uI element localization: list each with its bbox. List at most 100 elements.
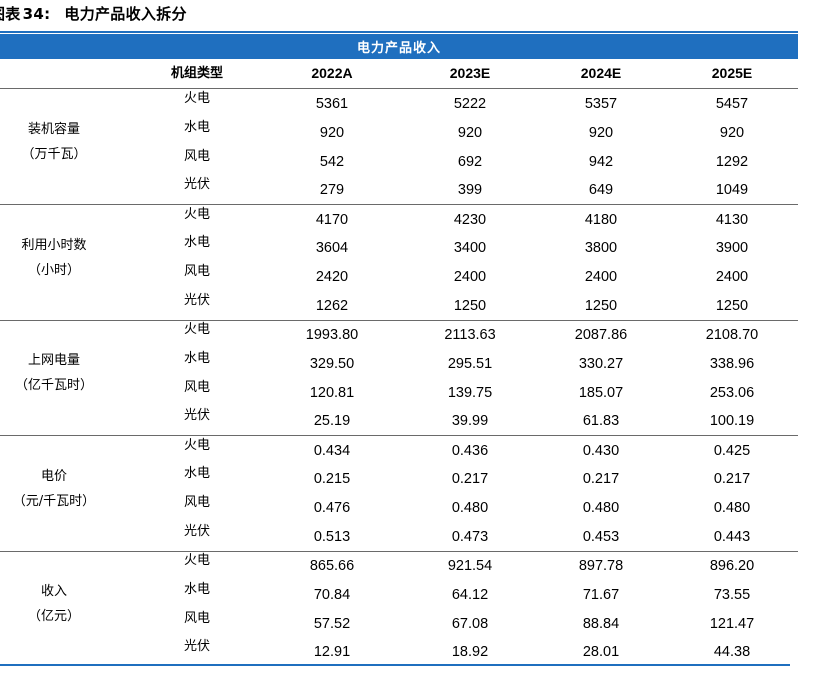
value-cell: 3400 <box>453 240 487 257</box>
table-row: 光伏 1262 1250 1250 1250 <box>0 291 798 320</box>
value-cell: 942 <box>588 153 614 170</box>
table-row: 火电 4170 4230 4180 4130 <box>0 205 798 234</box>
unit-type-cell: 光伏 <box>183 177 210 193</box>
value-cell: 0.453 <box>582 528 620 545</box>
value-cell: 57.52 <box>313 615 351 632</box>
value-cell: 61.83 <box>582 413 620 430</box>
table-group: 收入 （亿元） 火电 865.66 921.54 897.78 896.20 水电 70.84 6… <box>0 551 798 666</box>
value-cell: 4130 <box>715 211 749 228</box>
table-group: 电价 （元/千瓦时） 火电 0.434 0.436 0.430 0.425 水电 0.215 0.… <box>0 436 798 551</box>
value-cell: 0.480 <box>451 500 489 516</box>
value-cell: 1049 <box>715 182 749 199</box>
value-cell: 71.67 <box>582 586 620 603</box>
value-cell: 28.01 <box>582 644 620 661</box>
value-cell: 896.20 <box>709 558 755 574</box>
bottom-rule <box>0 664 790 666</box>
value-cell: 185.07 <box>578 384 624 401</box>
value-cell: 120.81 <box>309 384 355 401</box>
unit-type-cell: 风电 <box>183 148 210 164</box>
group-label-line1: 电价 <box>40 468 67 484</box>
value-cell: 18.92 <box>451 644 489 661</box>
table-row: 火电 1993.80 2113.63 2087.86 2108.70 <box>0 320 798 349</box>
table-group: 利用小时数 （小时） 火电 4170 4230 4180 4130 水电 3604 3400 380… <box>0 205 798 320</box>
group-label-line1: 收入 <box>40 584 67 599</box>
group-label: 利用小时数 （小时） <box>0 233 108 283</box>
value-cell: 4170 <box>315 211 349 228</box>
header-divider <box>0 88 798 89</box>
group-divider <box>0 550 798 552</box>
header-year-2024: 2024E <box>580 65 622 81</box>
group-label-line2: （小时） <box>27 262 80 278</box>
group-label-line2: （亿千瓦时） <box>14 378 93 393</box>
unit-type-cell: 水电 <box>183 581 210 597</box>
group-divider <box>0 435 798 436</box>
value-cell: 0.513 <box>313 528 351 545</box>
value-cell: 0.217 <box>582 471 620 488</box>
group-label-line2: （亿元） <box>27 609 80 624</box>
value-cell: 920 <box>457 124 483 141</box>
value-cell: 3604 <box>315 240 349 257</box>
value-cell: 0.480 <box>713 500 751 516</box>
value-cell: 692 <box>457 153 483 170</box>
header-type: 机组类型 <box>170 66 223 81</box>
group-label: 装机容量 （万千瓦） <box>0 117 108 167</box>
top-rule <box>0 31 798 33</box>
value-cell: 12.91 <box>313 644 351 661</box>
unit-type-cell: 水电 <box>183 235 210 251</box>
value-cell: 2400 <box>715 269 749 285</box>
unit-type-cell: 火电 <box>183 437 210 453</box>
unit-type-cell: 水电 <box>183 466 210 482</box>
table-row: 光伏 25.19 39.99 61.83 100.19 <box>0 406 798 435</box>
unit-type-cell: 火电 <box>183 91 210 106</box>
unit-type-cell: 水电 <box>183 350 210 366</box>
figure-label: 图表 <box>0 5 21 23</box>
unit-type-cell: 火电 <box>183 553 210 568</box>
value-cell: 39.99 <box>451 413 489 430</box>
value-cell: 2108.70 <box>705 327 759 343</box>
figure-title-text: 电力产品收入拆分 <box>64 5 187 23</box>
table-row: 水电 70.84 64.12 71.67 73.55 <box>0 580 798 609</box>
value-cell: 64.12 <box>451 586 489 603</box>
header-year-2023: 2023E <box>449 65 491 81</box>
group-divider <box>0 319 798 321</box>
value-cell: 897.78 <box>578 558 624 574</box>
unit-type-cell: 光伏 <box>183 639 210 655</box>
unit-type-cell: 火电 <box>183 322 210 337</box>
value-cell: 2420 <box>315 269 349 285</box>
value-cell: 67.08 <box>451 615 489 632</box>
table-row: 水电 329.50 295.51 330.27 338.96 <box>0 349 798 378</box>
unit-type-cell: 风电 <box>183 379 210 395</box>
value-cell: 44.38 <box>713 644 751 661</box>
value-cell: 2087.86 <box>574 327 628 343</box>
table-row: 水电 3604 3400 3800 3900 <box>0 233 798 262</box>
value-cell: 4180 <box>584 211 618 228</box>
value-cell: 399 <box>457 182 483 199</box>
table-row: 风电 120.81 139.75 185.07 253.06 <box>0 378 798 407</box>
value-cell: 5361 <box>315 96 349 112</box>
value-cell: 100.19 <box>709 413 755 430</box>
value-cell: 1292 <box>715 153 749 170</box>
value-cell: 920 <box>588 124 614 141</box>
value-cell: 0.430 <box>582 442 620 459</box>
group-label-line1: 装机容量 <box>27 122 80 137</box>
header-year-2022: 2022A <box>311 65 353 81</box>
value-cell: 0.434 <box>313 442 351 459</box>
unit-type-cell: 风电 <box>183 495 210 510</box>
table-row: 风电 542 692 942 1292 <box>0 147 798 176</box>
value-cell: 0.215 <box>313 471 351 488</box>
value-cell: 253.06 <box>709 384 755 401</box>
table-row: 风电 2420 2400 2400 2400 <box>0 262 798 291</box>
unit-type-cell: 风电 <box>183 610 210 626</box>
unit-type-cell: 风电 <box>183 264 210 279</box>
figure-title: 图表34: 电力产品收入拆分 <box>0 3 187 24</box>
value-cell: 0.480 <box>582 500 620 516</box>
value-cell: 70.84 <box>313 586 351 603</box>
unit-type-cell: 光伏 <box>183 523 210 539</box>
value-cell: 542 <box>319 153 345 170</box>
value-cell: 1262 <box>315 297 349 314</box>
header-year-2025: 2025E <box>711 65 753 81</box>
value-cell: 649 <box>588 182 614 199</box>
value-cell: 865.66 <box>309 558 355 574</box>
value-cell: 25.19 <box>313 413 351 430</box>
table-row: 光伏 279 399 649 1049 <box>0 175 798 204</box>
